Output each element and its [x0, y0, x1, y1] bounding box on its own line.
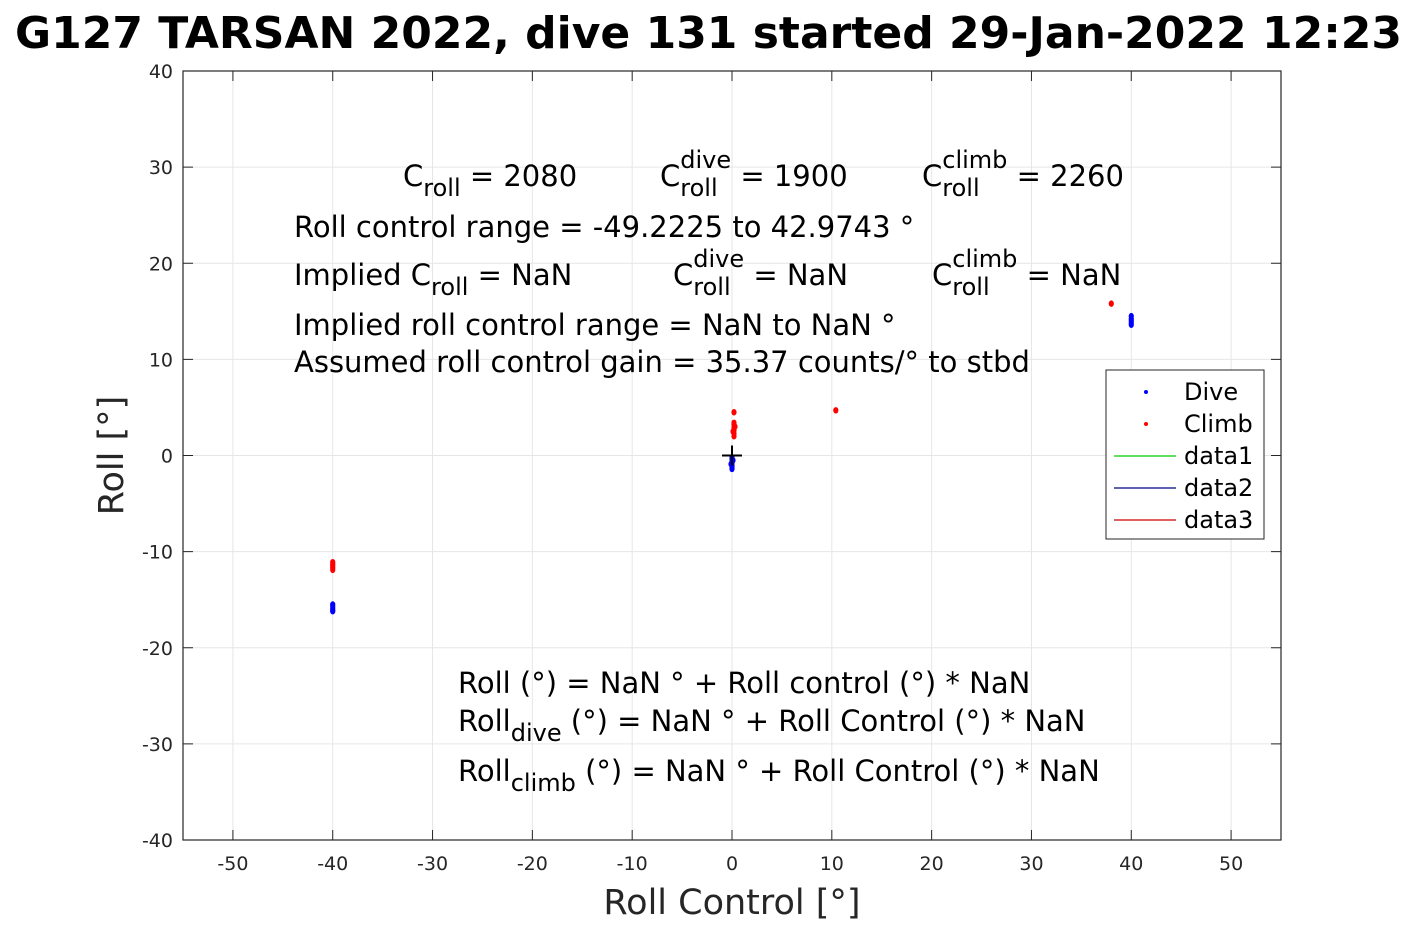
- legend-label-dive: Dive: [1184, 378, 1238, 406]
- data-point-climb: [833, 407, 839, 414]
- annotation-c-roll-dive: Cdive roll = 1900: [660, 146, 848, 202]
- x-tick-label: -10: [617, 853, 648, 875]
- x-tick-label: 30: [1019, 853, 1043, 875]
- data-point-dive: [729, 465, 735, 473]
- x-tick-label: 50: [1219, 853, 1243, 875]
- legend: Dive Climb data1 data2 data3: [1105, 369, 1265, 540]
- legend-label-data2: data2: [1184, 474, 1253, 502]
- annotation-implied-c-roll: Implied Croll = NaN: [294, 258, 572, 301]
- legend-label-data3: data3: [1184, 506, 1253, 534]
- annotation-roll-climb-equation: Rollclimb (°) = NaN ° + Roll Control (°)…: [458, 754, 1100, 797]
- legend-box: [1105, 369, 1265, 540]
- annotation-roll-control-range: Roll control range = -49.2225 to 42.9743…: [294, 210, 914, 244]
- annotation-implied-c-dive: Cdive roll = NaN: [673, 245, 848, 301]
- y-tick-label: 20: [149, 253, 173, 275]
- series-climb: [330, 300, 1114, 574]
- x-axis-label: Roll Control [°]: [603, 883, 860, 923]
- ticks: -50 -40 -30 -20 -10 0 10 20 30 40 50 -40 -30 -20 -10 0 1…: [142, 61, 1281, 875]
- annotation-gain: Assumed roll control gain = 35.37 counts…: [294, 345, 1030, 379]
- x-tick-label: -50: [217, 853, 248, 875]
- data-point-climb: [1108, 300, 1114, 307]
- y-tick-label: -10: [142, 542, 173, 564]
- legend-label-climb: Climb: [1184, 410, 1253, 438]
- y-tick-label: -20: [142, 638, 173, 660]
- legend-marker-climb: [1144, 422, 1148, 426]
- data-point-climb: [330, 566, 336, 574]
- x-tick-label: -30: [417, 853, 448, 875]
- legend-label-data1: data1: [1184, 442, 1253, 470]
- x-tick-label: 10: [820, 853, 844, 875]
- annotation-implied-range: Implied roll control range = NaN to NaN …: [294, 308, 896, 342]
- origin-plus-marker: [722, 445, 742, 466]
- y-tick-label: 0: [161, 446, 173, 468]
- y-tick-label: 10: [149, 349, 173, 371]
- x-tick-label: 40: [1119, 853, 1143, 875]
- annotation-roll-dive-equation: Rolldive (°) = NaN ° + Roll Control (°) …: [458, 704, 1085, 747]
- y-tick-label: 30: [149, 157, 173, 179]
- data-point-climb: [731, 409, 737, 416]
- data-point-climb: [732, 423, 738, 430]
- y-axis-label: Roll [°]: [92, 396, 132, 516]
- x-tick-label: 0: [726, 853, 738, 875]
- annotation-roll-equation: Roll (°) = NaN ° + Roll control (°) * Na…: [458, 666, 1030, 700]
- y-tick-label: -40: [142, 830, 173, 852]
- data-point-dive: [330, 608, 336, 615]
- y-tick-label: -30: [142, 734, 173, 756]
- y-tick-label: 40: [149, 61, 173, 83]
- annotation-c-roll: Croll = 2080: [403, 159, 577, 202]
- chart-title: G127 TARSAN 2022, dive 131 started 29-Ja…: [15, 8, 1402, 59]
- x-tick-label: -40: [317, 853, 348, 875]
- x-tick-label: -20: [517, 853, 548, 875]
- data-point-climb: [730, 428, 736, 435]
- legend-marker-dive: [1144, 390, 1148, 394]
- annotation-implied-c-climb: Cclimb roll = NaN: [932, 245, 1121, 301]
- data-point-dive: [1128, 312, 1134, 320]
- x-tick-label: 20: [920, 853, 944, 875]
- annotation-c-roll-climb: Cclimb roll = 2260: [922, 146, 1124, 202]
